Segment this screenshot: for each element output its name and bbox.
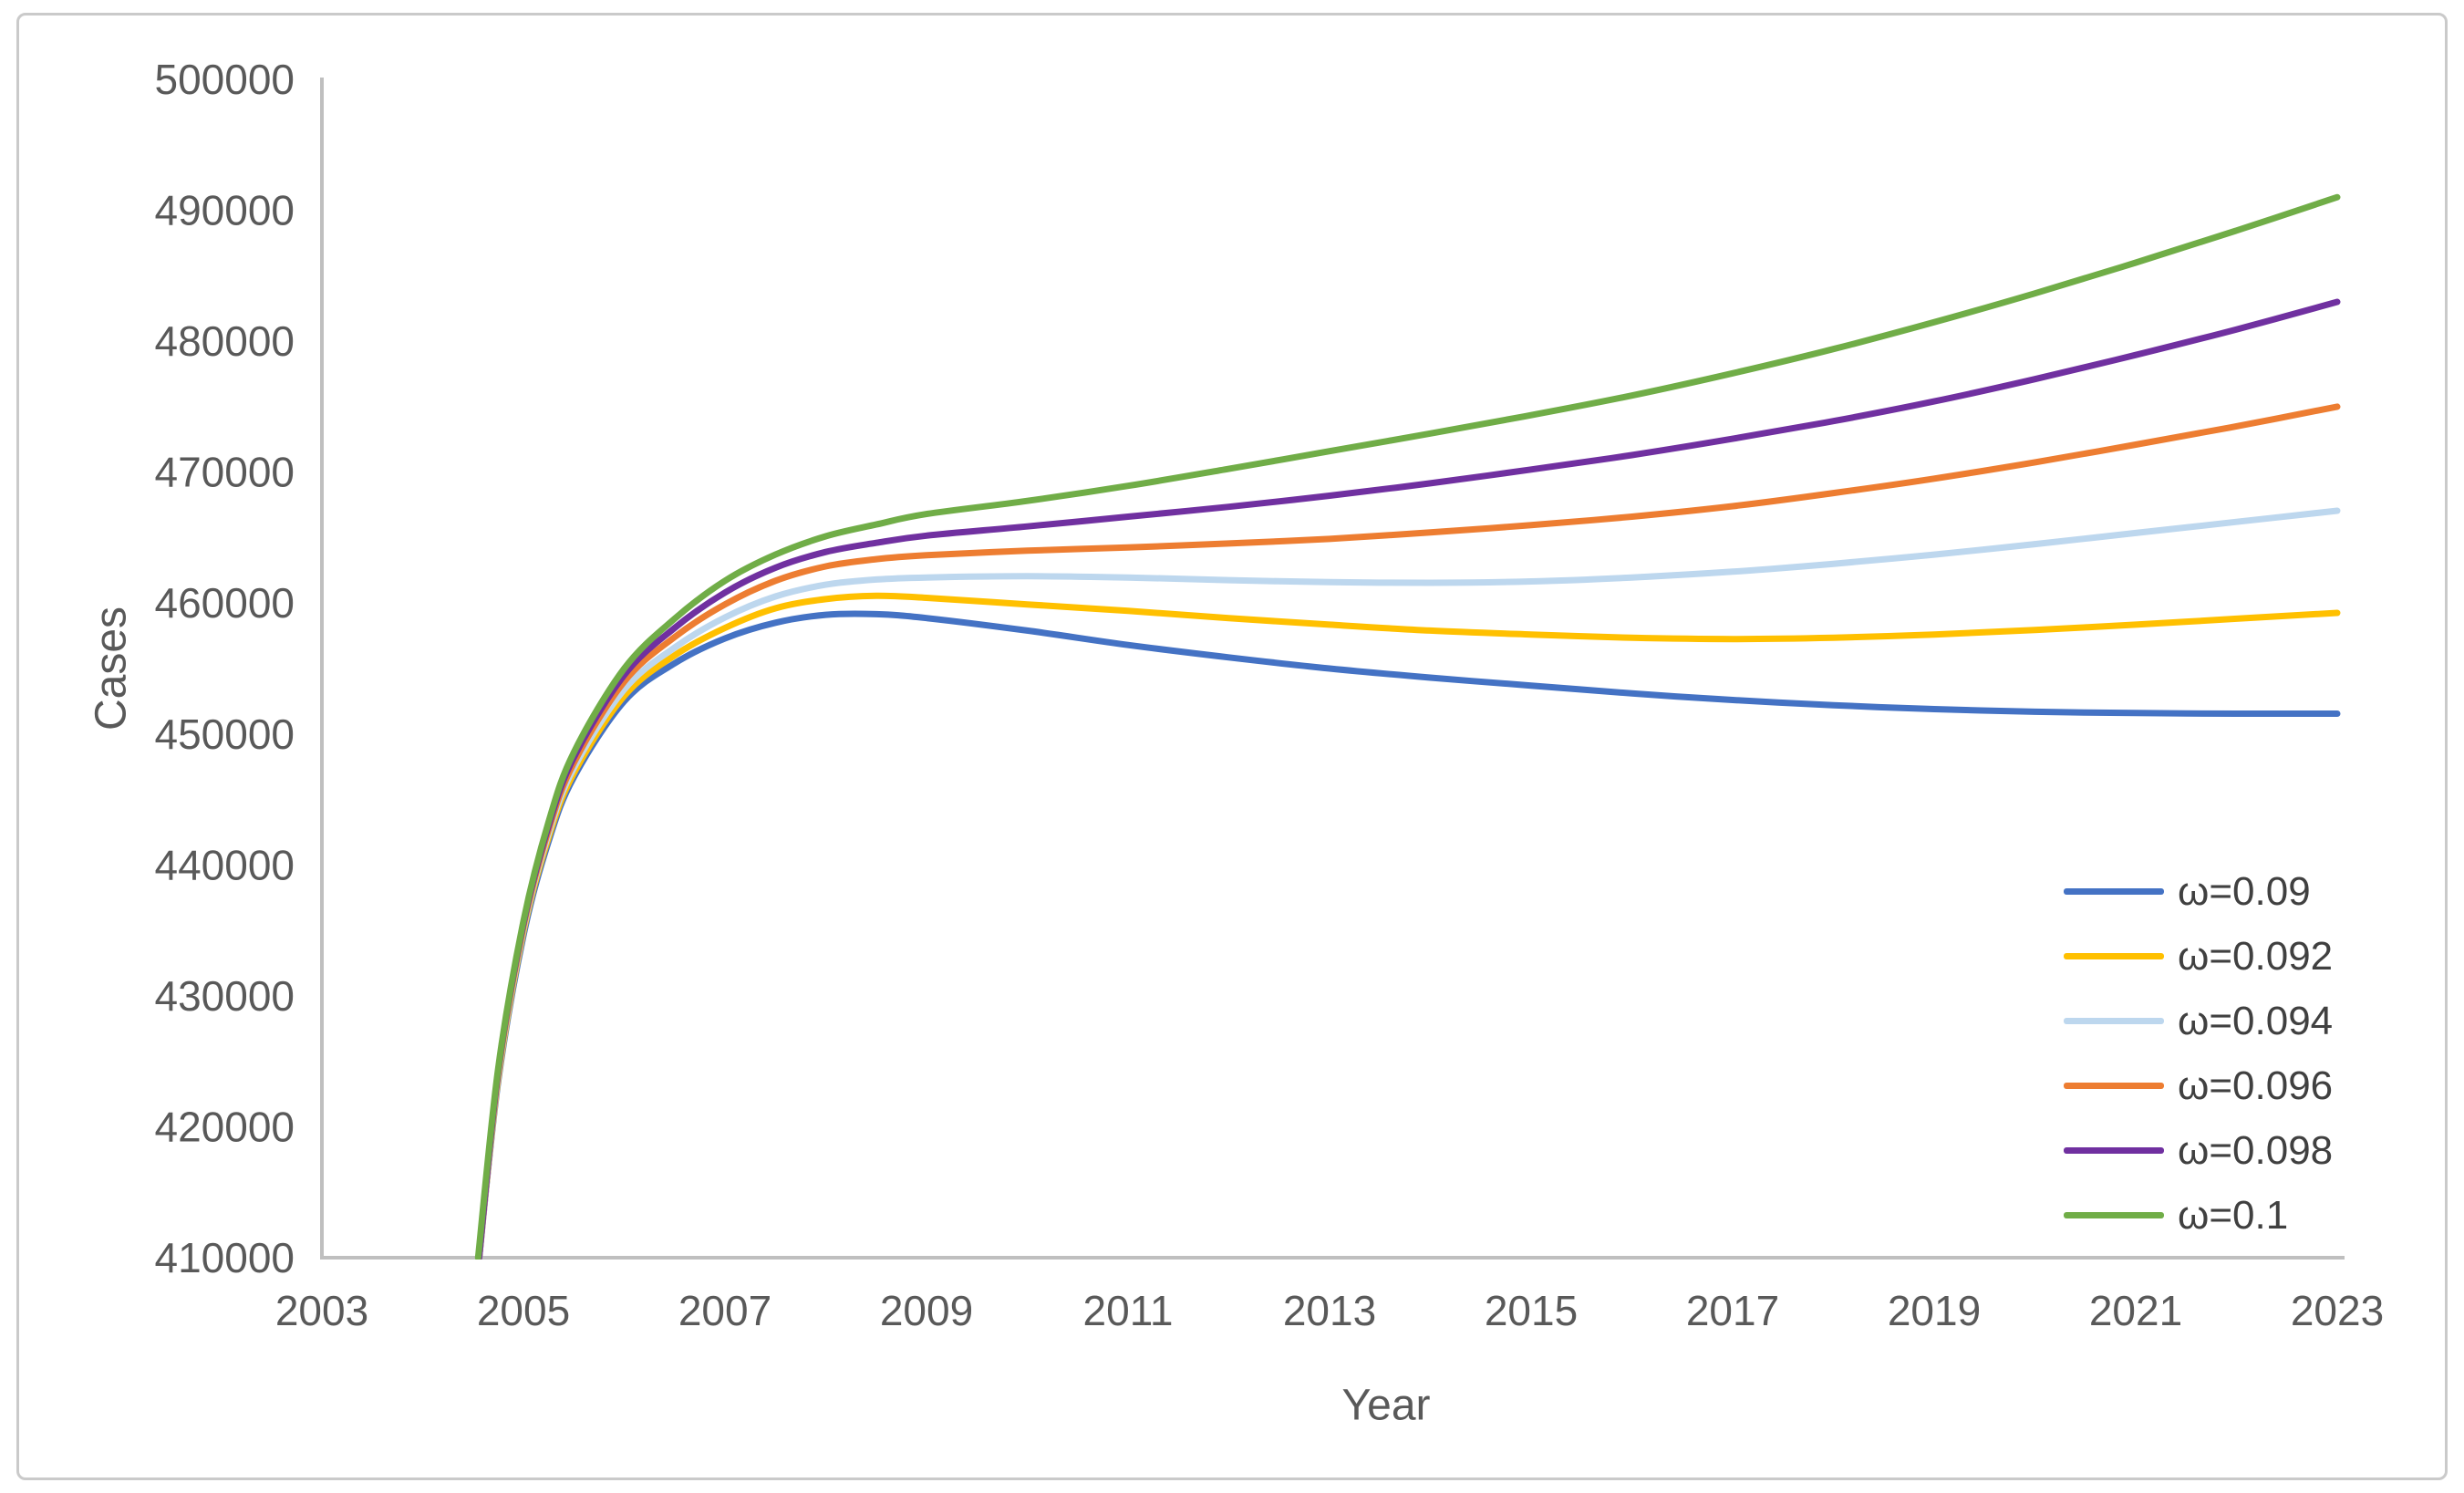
legend-label: ω=0.098 [2178, 1127, 2334, 1173]
y-tick-label: 430000 [155, 972, 295, 1020]
y-tick-label: 410000 [155, 1234, 295, 1281]
series-line-omega-0.1 [474, 193, 2341, 1260]
axes-lines [320, 78, 2345, 1260]
legend-swatch [2064, 1018, 2164, 1024]
legend-swatch [2064, 888, 2164, 895]
legend-swatch [2064, 1147, 2164, 1154]
series-line-omega-0.094 [475, 507, 2341, 1260]
y-tick-label: 440000 [155, 841, 295, 888]
legend: ω=0.09 ω=0.092 ω=0.094 ω=0.096 ω=0.098 ω=0.1 [2064, 859, 2333, 1248]
y-axis-title: Cases [87, 606, 136, 731]
x-tick-label: 2003 [275, 1287, 368, 1334]
legend-item: ω=0.098 [2064, 1118, 2333, 1183]
x-tick-label: 2023 [2291, 1287, 2384, 1334]
x-tick-label: 2007 [678, 1287, 771, 1334]
legend-label: ω=0.1 [2178, 1192, 2289, 1238]
legend-label: ω=0.096 [2178, 1063, 2334, 1108]
y-tick-label: 470000 [155, 449, 295, 496]
legend-item: ω=0.092 [2064, 924, 2333, 989]
legend-swatch [2064, 1083, 2164, 1089]
legend-item: ω=0.1 [2064, 1183, 2333, 1248]
x-tick-label: 2019 [1888, 1287, 1981, 1334]
legend-swatch [2064, 953, 2164, 959]
x-tick-label: 2013 [1283, 1287, 1376, 1334]
series-line-omega-0.096 [475, 403, 2341, 1260]
x-tick-label: 2005 [477, 1287, 570, 1334]
legend-item: ω=0.096 [2064, 1053, 2333, 1118]
legend-label: ω=0.094 [2178, 998, 2334, 1043]
x-tick-label: 2015 [1485, 1287, 1578, 1334]
x-axis-title: Year [1341, 1381, 1431, 1430]
legend-swatch [2064, 1212, 2164, 1218]
legend-label: ω=0.092 [2178, 933, 2334, 979]
series-group [474, 193, 2341, 1260]
series-line-omega-0.092 [475, 592, 2341, 1260]
y-tick-label: 490000 [155, 187, 295, 234]
y-tick-label: 500000 [155, 56, 295, 103]
legend-label: ω=0.09 [2178, 868, 2311, 914]
x-tick-label: 2017 [1686, 1287, 1779, 1334]
y-tick-label: 450000 [155, 710, 295, 758]
x-tick-label: 2021 [2089, 1287, 2182, 1334]
x-tick-label: 2009 [880, 1287, 973, 1334]
chart-border [16, 13, 2448, 1480]
series-line-omega-0.09 [475, 610, 2341, 1260]
y-tick-label: 420000 [155, 1103, 295, 1150]
legend-item: ω=0.094 [2064, 989, 2333, 1053]
y-tick-label: 460000 [155, 579, 295, 627]
legend-item: ω=0.09 [2064, 859, 2333, 924]
series-line-omega-0.098 [475, 298, 2341, 1260]
x-tick-label: 2011 [1083, 1287, 1174, 1334]
y-tick-label: 480000 [155, 317, 295, 365]
